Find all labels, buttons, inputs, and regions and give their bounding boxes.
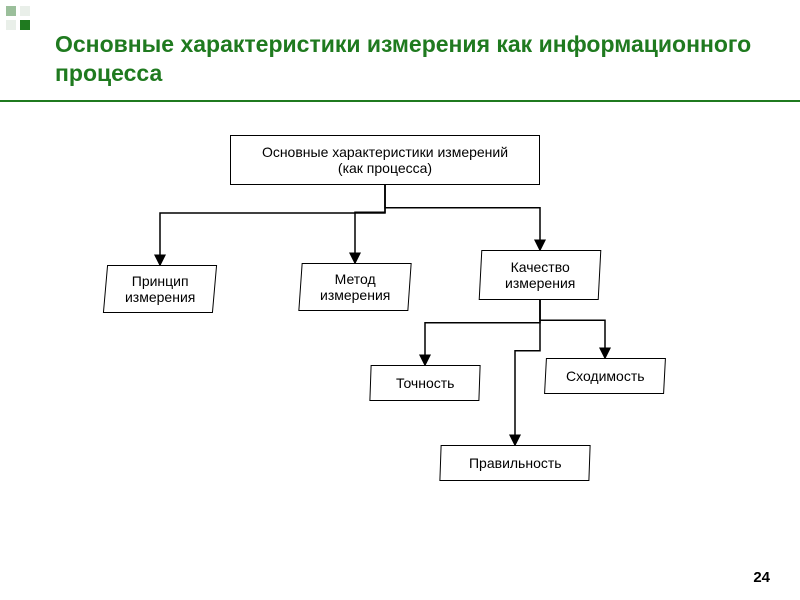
node-principle: Принципизмерения	[103, 265, 217, 313]
title-underline	[0, 100, 800, 102]
page-number: 24	[753, 569, 770, 586]
edge-root-quality	[385, 185, 540, 250]
edge-quality-converge	[540, 300, 605, 358]
node-correctness: Правильность	[439, 445, 590, 481]
node-method: Методизмерения	[298, 263, 411, 311]
node-root: Основные характеристики измерений(как пр…	[230, 135, 540, 185]
diagram-canvas: Основные характеристики измерений(как пр…	[0, 120, 800, 560]
node-converge: Сходимость	[544, 358, 666, 394]
edge-quality-correctness	[515, 300, 540, 445]
edge-quality-accuracy	[425, 300, 540, 365]
edge-root-method	[355, 185, 385, 263]
deco-square	[20, 20, 30, 30]
connector-layer	[0, 120, 800, 560]
deco-square	[6, 6, 16, 16]
deco-square	[20, 6, 30, 16]
slide-title: Основные характеристики измерения как ин…	[55, 30, 760, 88]
edge-root-principle	[160, 185, 385, 265]
node-quality: Качествоизмерения	[479, 250, 602, 300]
node-accuracy: Точность	[369, 365, 480, 401]
deco-square	[6, 20, 16, 30]
